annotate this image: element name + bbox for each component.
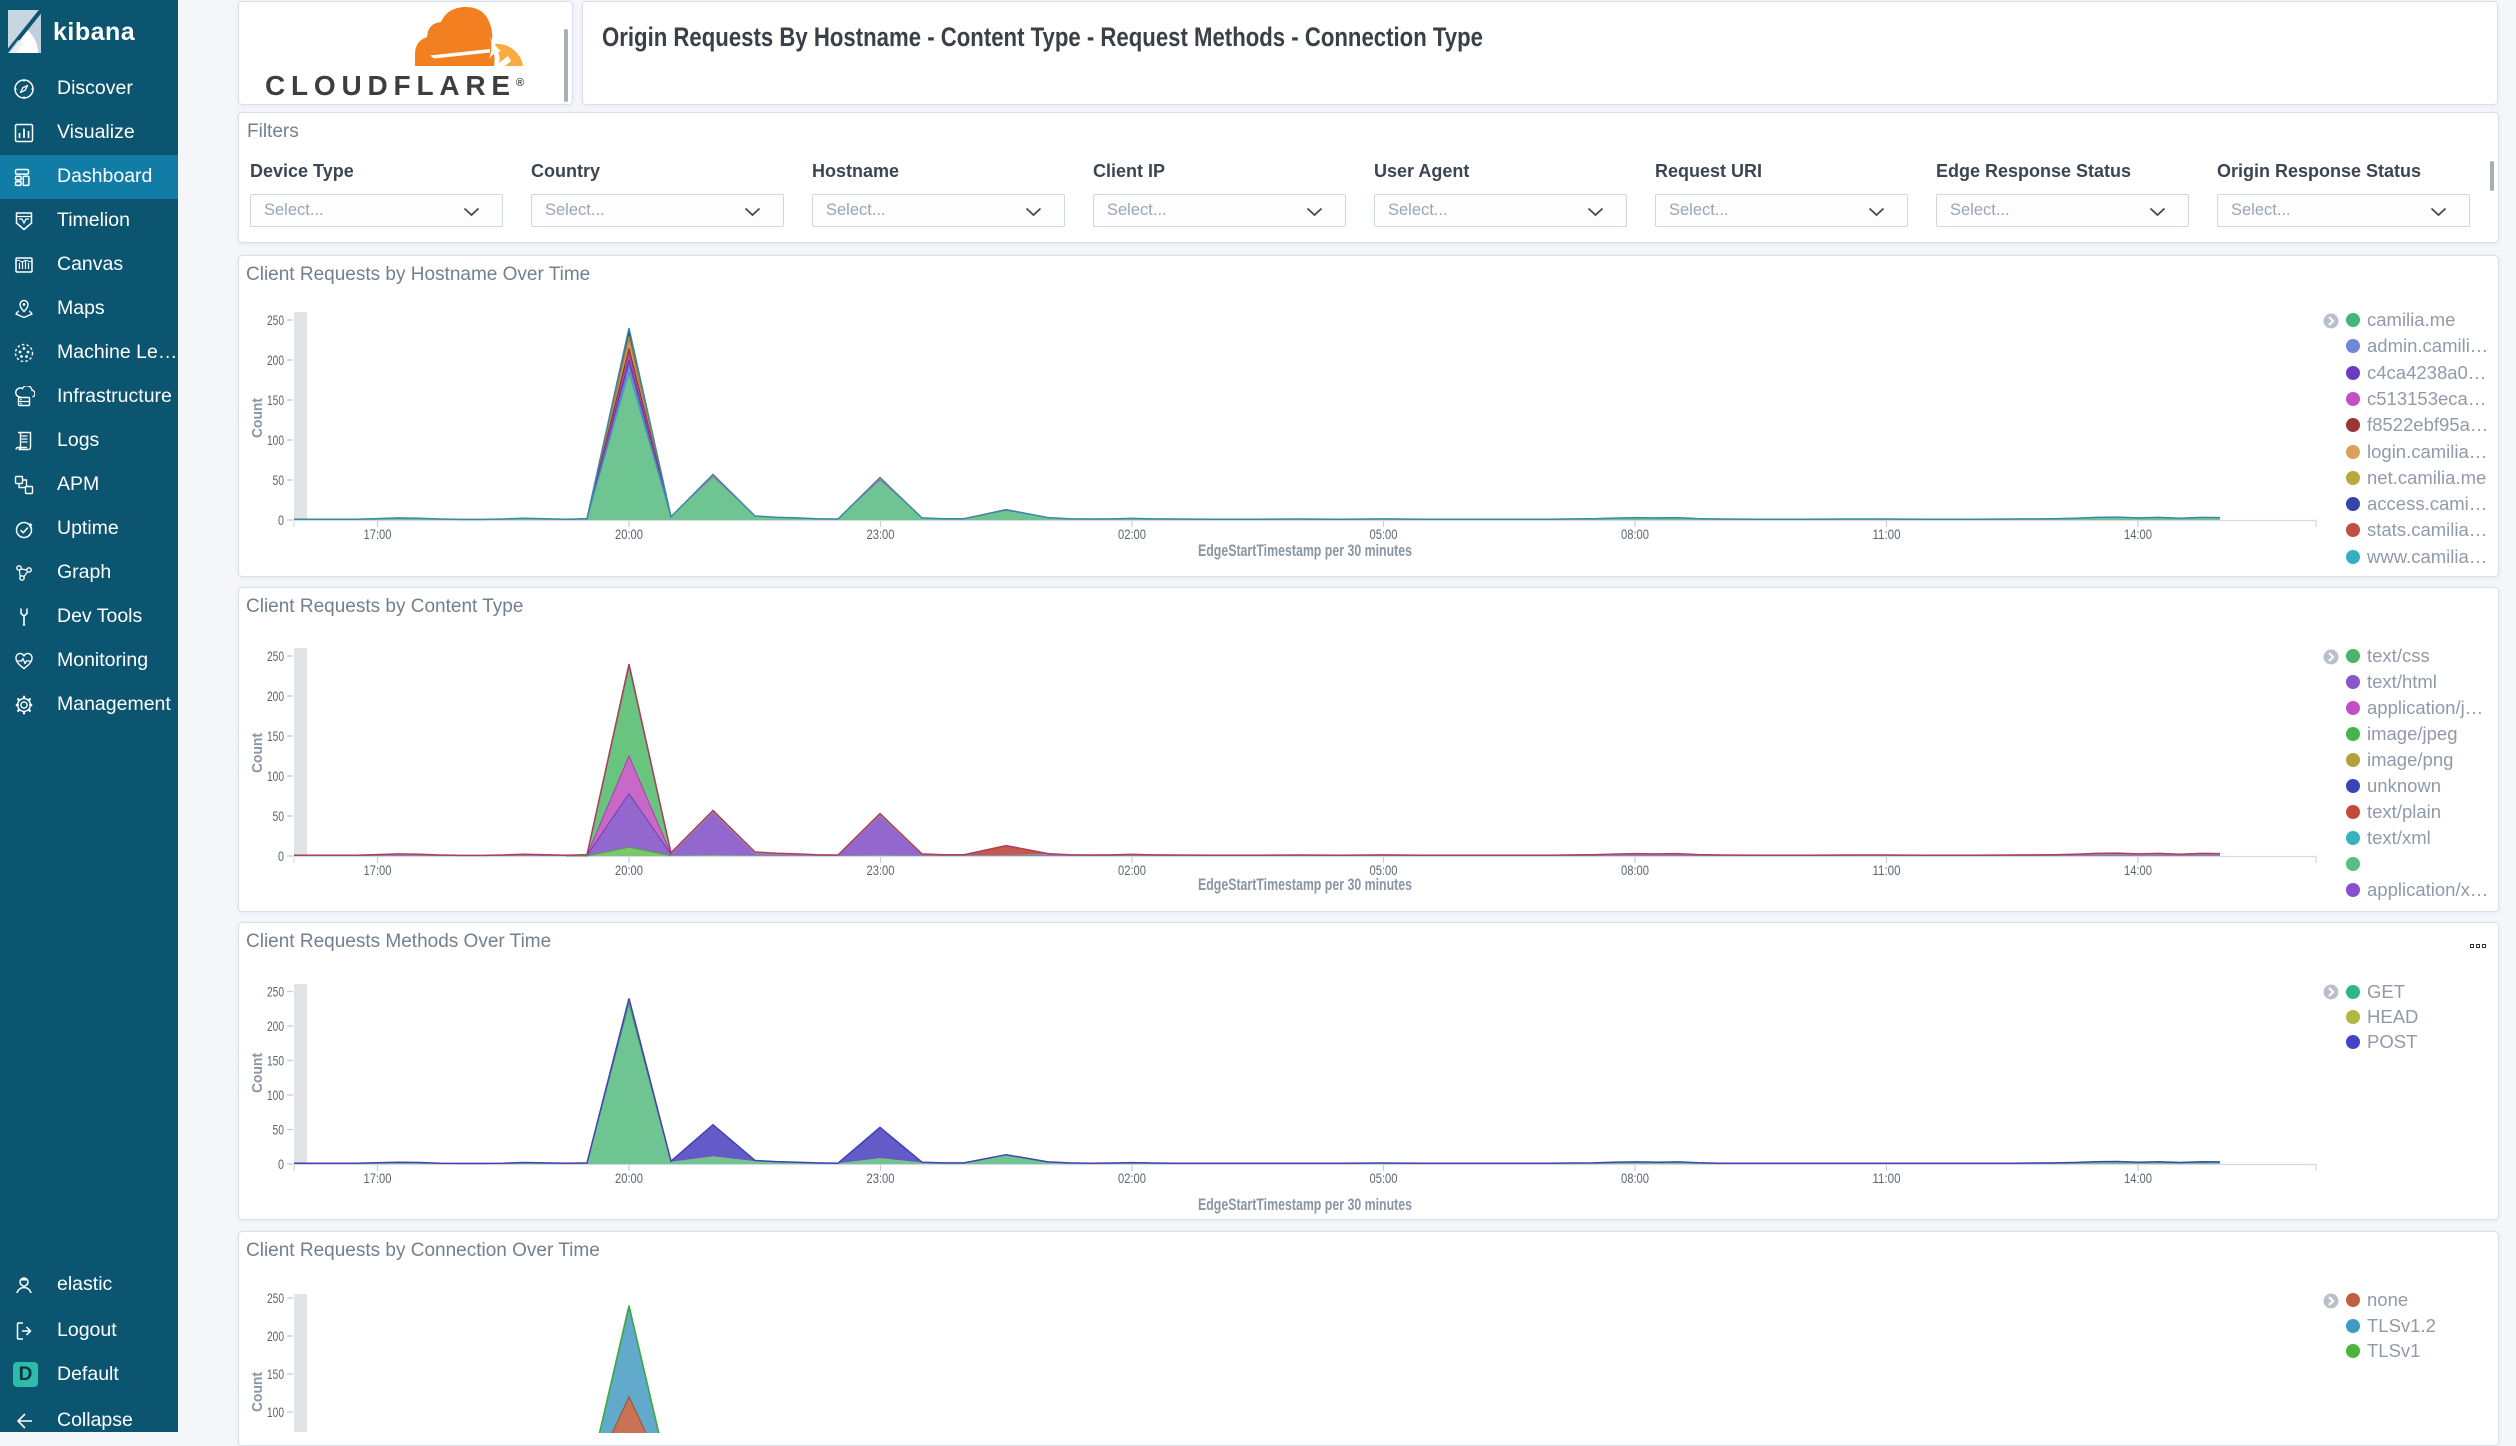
svg-text:20:00: 20:00 xyxy=(615,1170,643,1186)
svg-text:14:00: 14:00 xyxy=(2124,526,2152,542)
svg-text:200: 200 xyxy=(267,1328,284,1344)
svg-text:17:00: 17:00 xyxy=(364,1170,392,1186)
svg-text:17:00: 17:00 xyxy=(364,862,392,878)
svg-text:0: 0 xyxy=(278,848,284,864)
svg-text:23:00: 23:00 xyxy=(867,526,895,542)
svg-text:200: 200 xyxy=(267,688,284,704)
svg-text:150: 150 xyxy=(267,1366,284,1382)
svg-text:50: 50 xyxy=(273,472,285,488)
svg-text:05:00: 05:00 xyxy=(1370,526,1398,542)
svg-text:14:00: 14:00 xyxy=(2124,1170,2152,1186)
svg-text:08:00: 08:00 xyxy=(1621,862,1649,878)
svg-text:11:00: 11:00 xyxy=(1873,526,1901,542)
svg-text:02:00: 02:00 xyxy=(1118,1170,1146,1186)
svg-text:08:00: 08:00 xyxy=(1621,526,1649,542)
svg-text:0: 0 xyxy=(278,512,284,528)
svg-text:11:00: 11:00 xyxy=(1873,1170,1901,1186)
svg-text:200: 200 xyxy=(267,352,284,368)
svg-text:100: 100 xyxy=(267,432,284,448)
svg-text:Count: Count xyxy=(249,1372,266,1412)
svg-text:50: 50 xyxy=(273,808,285,824)
svg-text:05:00: 05:00 xyxy=(1370,1170,1398,1186)
svg-text:150: 150 xyxy=(267,1053,284,1069)
svg-text:EdgeStartTimestamp per 30 minu: EdgeStartTimestamp per 30 minutes xyxy=(1198,541,1412,560)
svg-text:Count: Count xyxy=(249,733,266,773)
svg-text:EdgeStartTimestamp per 30 minu: EdgeStartTimestamp per 30 minutes xyxy=(1198,1195,1412,1214)
svg-text:100: 100 xyxy=(267,1404,284,1420)
svg-text:20:00: 20:00 xyxy=(615,862,643,878)
svg-text:250: 250 xyxy=(267,1290,284,1306)
svg-text:23:00: 23:00 xyxy=(867,1170,895,1186)
svg-text:250: 250 xyxy=(267,312,284,328)
svg-text:02:00: 02:00 xyxy=(1118,862,1146,878)
svg-text:17:00: 17:00 xyxy=(364,526,392,542)
svg-text:250: 250 xyxy=(267,648,284,664)
svg-text:02:00: 02:00 xyxy=(1118,526,1146,542)
svg-text:Count: Count xyxy=(249,398,266,438)
svg-text:100: 100 xyxy=(267,1087,284,1103)
svg-text:250: 250 xyxy=(267,984,284,1000)
svg-text:23:00: 23:00 xyxy=(867,862,895,878)
svg-text:100: 100 xyxy=(267,768,284,784)
svg-text:05:00: 05:00 xyxy=(1370,862,1398,878)
svg-text:20:00: 20:00 xyxy=(615,526,643,542)
svg-text:11:00: 11:00 xyxy=(1873,862,1901,878)
svg-text:150: 150 xyxy=(267,392,284,408)
svg-text:Count: Count xyxy=(249,1053,266,1093)
svg-text:EdgeStartTimestamp per 30 minu: EdgeStartTimestamp per 30 minutes xyxy=(1198,875,1412,894)
svg-text:08:00: 08:00 xyxy=(1621,1170,1649,1186)
svg-text:50: 50 xyxy=(273,1122,285,1138)
svg-text:150: 150 xyxy=(267,728,284,744)
svg-text:200: 200 xyxy=(267,1018,284,1034)
svg-text:0: 0 xyxy=(278,1156,284,1172)
svg-text:14:00: 14:00 xyxy=(2124,862,2152,878)
